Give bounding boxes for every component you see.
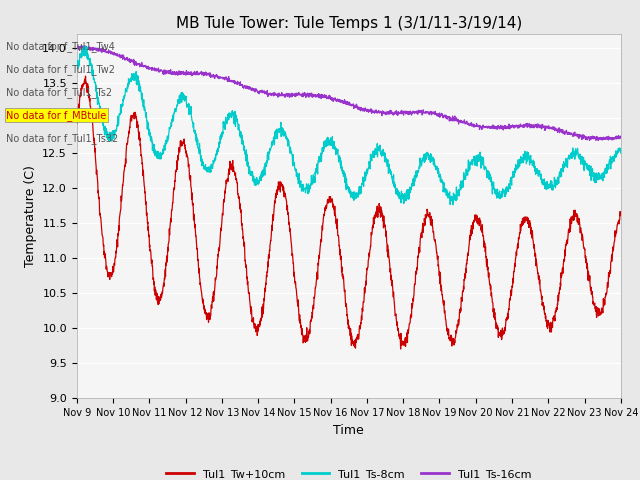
X-axis label: Time: Time bbox=[333, 424, 364, 437]
Text: No data for f_Tul1_Ts2: No data for f_Tul1_Ts2 bbox=[6, 87, 113, 98]
Title: MB Tule Tower: Tule Temps 1 (3/1/11-3/19/14): MB Tule Tower: Tule Temps 1 (3/1/11-3/19… bbox=[175, 16, 522, 31]
Text: No data for f_Tul1_Tw2: No data for f_Tul1_Tw2 bbox=[6, 64, 115, 75]
Legend: Tul1_Tw+10cm, Tul1_Ts-8cm, Tul1_Ts-16cm: Tul1_Tw+10cm, Tul1_Ts-8cm, Tul1_Ts-16cm bbox=[161, 464, 536, 480]
Text: No data for f_MBtule: No data for f_MBtule bbox=[6, 110, 107, 121]
Text: No data for f_Tul1_Tw4: No data for f_Tul1_Tw4 bbox=[6, 41, 115, 52]
Text: No data for f_Tul1_Ts32: No data for f_Tul1_Ts32 bbox=[6, 133, 118, 144]
Y-axis label: Temperature (C): Temperature (C) bbox=[24, 165, 36, 267]
